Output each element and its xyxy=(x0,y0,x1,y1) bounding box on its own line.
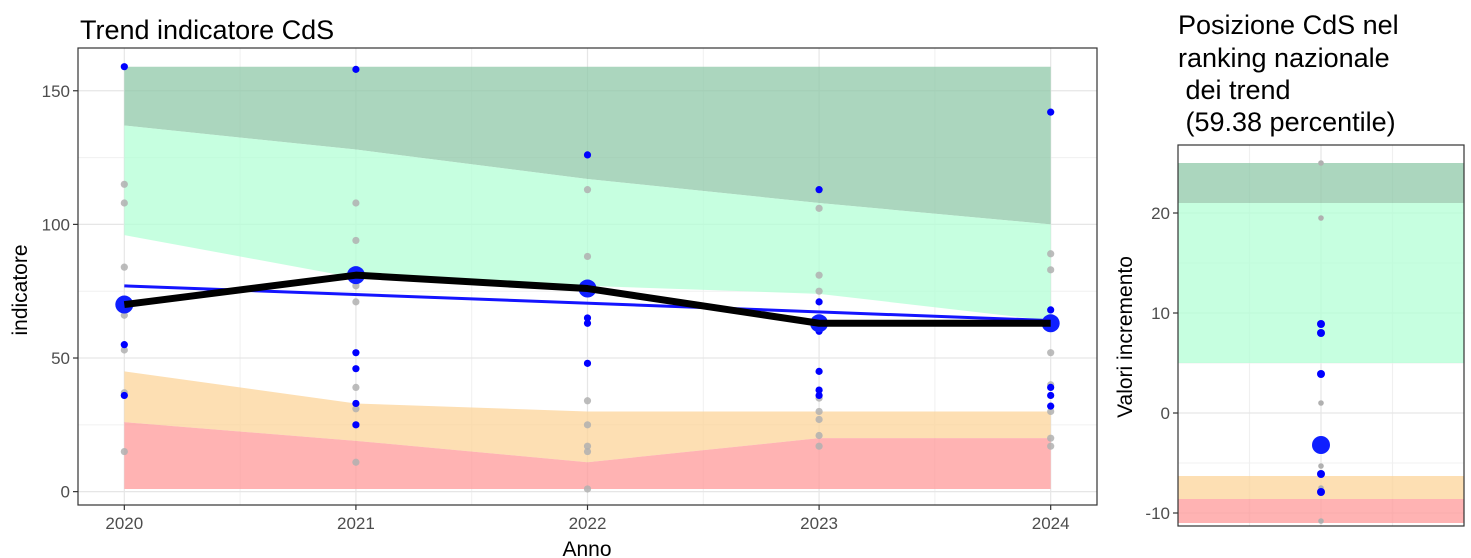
grey-point xyxy=(583,447,592,456)
blue-point xyxy=(1317,370,1325,378)
blue-point xyxy=(1047,402,1055,410)
side-y-axis-label: Valori incremento xyxy=(1114,256,1137,418)
grey-point xyxy=(120,199,128,207)
x-tick-label: 2024 xyxy=(1032,514,1070,533)
blue-point xyxy=(1047,383,1055,392)
main-y-axis-label: indicatore xyxy=(9,244,32,335)
grey-point xyxy=(815,287,823,295)
band-high xyxy=(1178,203,1464,363)
grey-point xyxy=(815,415,823,424)
grey-point xyxy=(815,204,823,212)
main-plot-area: 2020 2021 2022 2023 2024 0 50 100 150 xyxy=(42,47,1098,533)
blue-point xyxy=(815,386,823,394)
grey-point xyxy=(352,383,360,392)
blue-point xyxy=(352,349,360,357)
blue-point xyxy=(352,399,360,408)
y-tick-label: 0 xyxy=(1161,404,1170,423)
blue-point xyxy=(815,391,823,400)
grey-point xyxy=(583,397,592,405)
blue-point xyxy=(583,314,592,322)
grey-point xyxy=(583,421,592,429)
grey-point xyxy=(352,282,360,290)
plot-border xyxy=(1177,144,1465,527)
blue-point xyxy=(1047,306,1055,314)
grey-point xyxy=(1047,434,1055,442)
grey-point xyxy=(815,442,823,450)
grey-point xyxy=(352,236,360,245)
blue-point xyxy=(352,421,360,429)
series-line xyxy=(123,271,1051,327)
y-tick-label: 20 xyxy=(1151,204,1170,223)
side-plot-area: -10 0 10 20 xyxy=(1145,144,1465,527)
grey-point xyxy=(1318,215,1324,221)
band-low xyxy=(124,371,1051,463)
band-top xyxy=(124,66,1051,225)
blue-point xyxy=(352,65,360,73)
grey-point xyxy=(352,199,360,207)
grey-point xyxy=(120,263,128,271)
grey-point xyxy=(120,311,128,319)
blue-point xyxy=(1317,470,1325,478)
y-tick-label: 0 xyxy=(61,483,70,502)
grey-point xyxy=(815,407,823,416)
main-chart-title: Trend indicatore CdS xyxy=(80,15,334,45)
blue-point xyxy=(583,151,592,159)
y-tick-label: 50 xyxy=(51,349,70,368)
highlight-point xyxy=(115,295,134,314)
blue-point xyxy=(583,359,592,367)
blue-point xyxy=(815,186,823,194)
blue-point xyxy=(815,367,823,375)
grey-point xyxy=(1047,266,1055,274)
blue-point xyxy=(1047,108,1055,116)
grey-point xyxy=(815,271,823,279)
blue-point xyxy=(1317,488,1325,496)
grey-point xyxy=(352,458,360,466)
grey-point xyxy=(120,180,128,188)
x-tick-label: 2023 xyxy=(800,514,838,533)
band-top xyxy=(1178,163,1464,203)
side-chart-title-line-3: dei trend xyxy=(1178,75,1291,105)
side-chart-title-line-4: (59.38 percentile) xyxy=(1178,107,1396,137)
side-chart-title-line-2: ranking nazionale xyxy=(1178,43,1390,73)
y-tick-label: -10 xyxy=(1145,504,1170,523)
blue-point xyxy=(583,319,592,327)
side-chart-title-line-1: Posizione CdS nel xyxy=(1178,10,1399,40)
x-tick-label: 2022 xyxy=(569,514,607,533)
y-tick-label: 100 xyxy=(42,215,70,234)
grey-point xyxy=(1318,518,1324,524)
grey-point xyxy=(1318,160,1324,166)
grey-point xyxy=(1047,407,1055,416)
y-tick-label: 150 xyxy=(42,82,70,101)
grey-point xyxy=(1318,400,1324,406)
grey-point xyxy=(1318,463,1324,469)
grey-point xyxy=(815,431,823,440)
main-x-axis-label: Anno xyxy=(562,538,611,558)
grey-point xyxy=(120,447,128,456)
trend-line xyxy=(124,284,1051,323)
grey-point xyxy=(583,252,592,261)
grey-point xyxy=(120,346,128,354)
x-tick-label: 2020 xyxy=(105,514,143,533)
grey-point xyxy=(583,186,592,194)
grey-point xyxy=(583,485,592,493)
blue-point xyxy=(352,365,360,373)
grey-point xyxy=(1047,250,1055,258)
blue-point xyxy=(120,341,128,349)
grey-point xyxy=(352,298,360,306)
grey-point xyxy=(583,442,592,450)
blue-point xyxy=(120,391,128,400)
grey-point xyxy=(1047,442,1055,450)
grey-point xyxy=(352,405,360,413)
highlight-point xyxy=(1312,436,1330,454)
x-tick-label: 2021 xyxy=(337,514,375,533)
blue-point xyxy=(815,298,823,306)
blue-point xyxy=(1047,391,1055,400)
blue-point xyxy=(1317,329,1325,337)
blue-point xyxy=(120,63,128,71)
grey-point xyxy=(1047,349,1055,357)
y-tick-label: 10 xyxy=(1151,304,1170,323)
blue-point xyxy=(1317,320,1325,328)
